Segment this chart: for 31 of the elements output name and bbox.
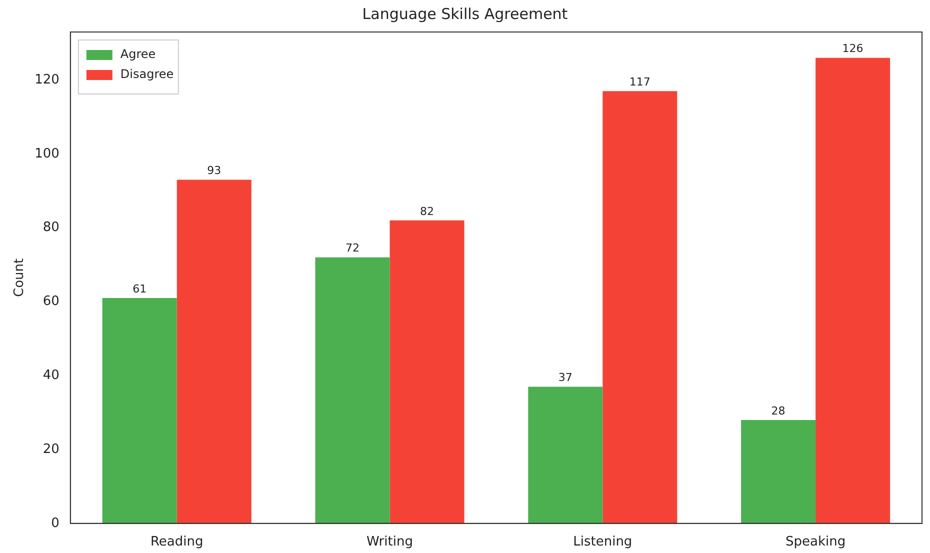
x-tick-label: Listening [573,534,632,550]
x-tick-label: Speaking [785,534,846,550]
bar [176,180,252,524]
bar [741,420,816,524]
y-tick-label: 80 [42,220,60,236]
data-label: 126 [842,42,864,56]
y-tick-label: 40 [42,368,60,383]
bar [528,386,603,524]
data-label: 82 [420,204,434,218]
data-label: 72 [346,242,360,255]
data-label: 37 [558,371,572,384]
y-tick-label: 0 [51,516,60,531]
legend-label: Agree [120,47,156,62]
bar [602,91,678,524]
bar [315,257,390,524]
bar [390,220,464,524]
data-label: 93 [207,164,222,178]
y-tick-label: 120 [34,72,60,88]
data-label: 61 [132,282,147,296]
y-tick-label: 20 [42,442,60,457]
bar [816,58,890,524]
data-label: 117 [629,75,650,88]
x-tick-label: Reading [150,534,204,550]
bar [102,298,177,524]
data-label: 28 [771,404,786,418]
y-tick-label: 60 [42,294,60,310]
x-tick-label: Writing [366,534,413,550]
legend-label: Disagree [120,67,174,82]
chart-title: Language Skills Agreement [362,4,568,23]
y-tick-label: 100 [34,146,60,162]
y-axis-title: Count [12,258,28,298]
